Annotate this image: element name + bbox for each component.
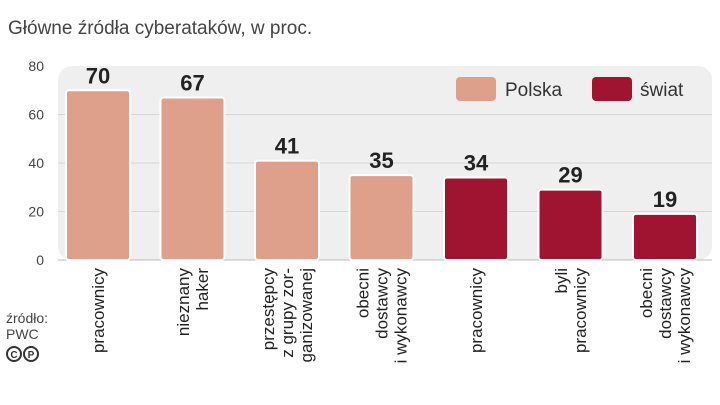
chart-title: Główne źródła cyberataków, w proc. (8, 18, 313, 39)
y-tick-label: 60 (28, 107, 44, 123)
x-tick-label: pracownicy (89, 268, 108, 354)
legend-swatch (592, 77, 632, 101)
x-tick-label-line: haker (193, 268, 212, 311)
x-tick-label-line: obecni (354, 268, 373, 318)
data-label: 70 (86, 63, 110, 88)
source-note: źródło: PWC (6, 310, 48, 342)
y-tick-label: 20 (28, 204, 44, 220)
data-label: 19 (653, 187, 677, 212)
legend-label: świat (640, 80, 684, 101)
x-tick-label-line: byli (552, 268, 571, 294)
y-tick-label: 0 (36, 252, 44, 268)
x-tick-label: byli pracownicy (552, 268, 590, 354)
bar (159, 96, 226, 262)
x-tick-label-line: i wykonawcy (675, 268, 694, 364)
x-tick-label-line: obecni (637, 268, 656, 318)
data-label: 34 (464, 151, 489, 176)
x-tick-label-line: pracownicy (89, 268, 108, 354)
x-tick-label-line: pracownicy (571, 268, 590, 354)
y-tick-label: 80 (28, 58, 44, 74)
x-tick-label: obecni dostawcy i wykonawcy (637, 268, 694, 364)
x-tick-label-line: dostawcy (656, 268, 675, 339)
svg-text:C: C (10, 350, 17, 361)
y-tick-label: 40 (28, 155, 44, 171)
x-tick-label-line: nieznany (174, 268, 193, 337)
bar (537, 188, 604, 261)
data-label: 29 (558, 163, 582, 188)
bar (254, 159, 320, 261)
x-tick-label-line: i wykonawcy (392, 268, 411, 364)
bar (65, 89, 131, 261)
data-label: 35 (369, 148, 393, 173)
legend-swatch (456, 77, 496, 101)
x-tick-label: obecni dostawcy i wykonawcy (354, 268, 411, 364)
data-label: 41 (275, 134, 299, 159)
x-tick-label: pracownicy (467, 268, 486, 354)
data-label: 67 (180, 71, 204, 96)
x-tick-label: nieznany haker (174, 268, 212, 337)
x-tick-label-line: z grupy zor- (278, 268, 297, 358)
source-name: PWC (6, 326, 39, 342)
bar (632, 212, 698, 262)
source-label: źródło: (6, 310, 49, 326)
x-tick-label-line: pracownicy (467, 268, 486, 354)
x-tick-label: przestępcy z grupy zor-ganizowanej (259, 268, 316, 363)
x-tick-label-line: dostawcy (373, 268, 392, 339)
bar (443, 176, 509, 261)
legend-label: Polska (505, 80, 562, 101)
x-tick-label-line: przestępcy (259, 268, 278, 351)
copyright-cc-icon: C P (6, 346, 39, 362)
svg-text:P: P (28, 350, 35, 361)
x-tick-label-line: ganizowanej (297, 268, 316, 363)
bar (348, 174, 415, 261)
